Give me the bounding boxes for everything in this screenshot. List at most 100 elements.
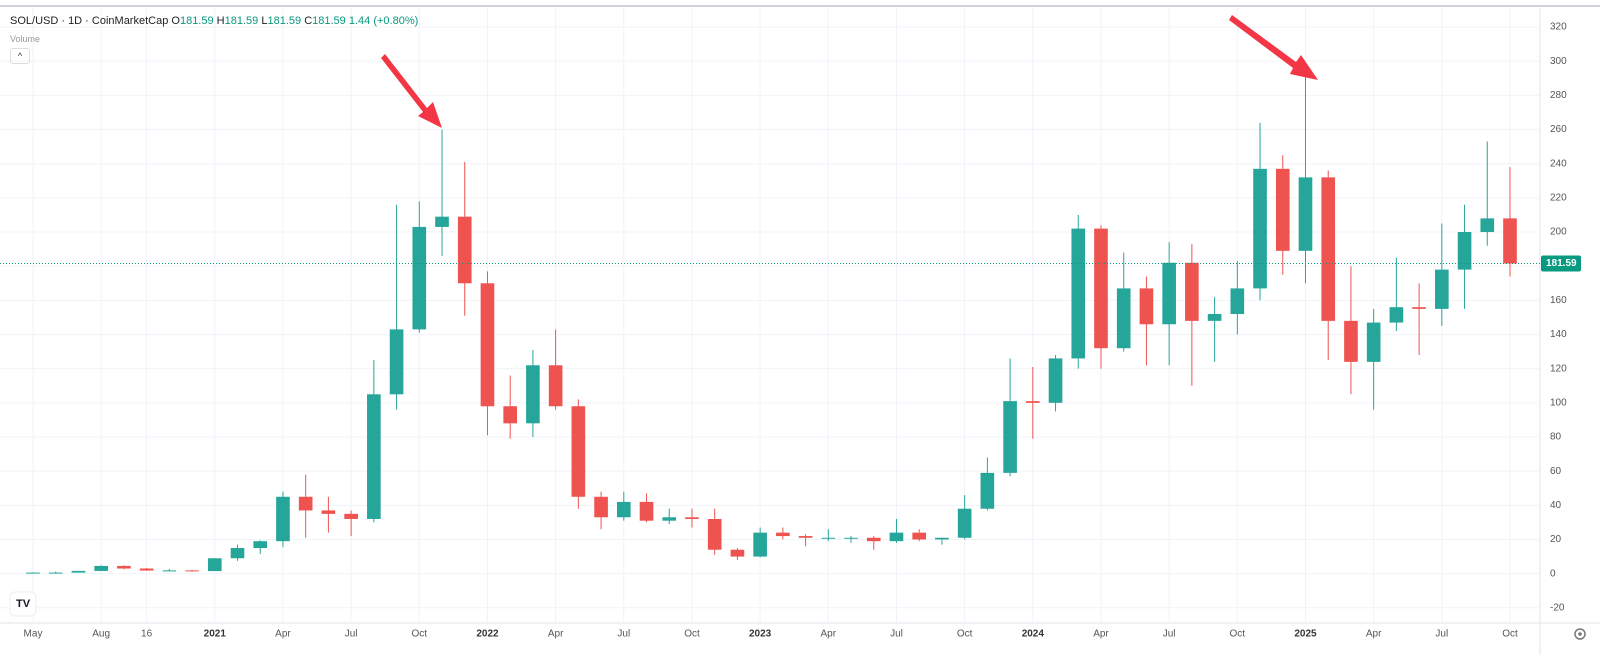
candle-body — [935, 537, 949, 540]
y-tick-label: 80 — [1550, 432, 1562, 443]
x-tick-label: Oct — [1230, 629, 1246, 640]
x-tick-label: 2022 — [476, 629, 499, 640]
svg-text:TV: TV — [16, 598, 31, 610]
candle-body — [276, 496, 290, 542]
candle-body — [48, 572, 63, 574]
candle-body — [298, 496, 313, 511]
candle-body — [389, 329, 404, 395]
candle-body — [1412, 307, 1426, 309]
last-price-box — [1541, 255, 1581, 272]
candle-body — [594, 496, 608, 518]
settings-icon[interactable] — [1574, 628, 1586, 640]
candle-body — [1094, 228, 1108, 349]
x-tick-label: 2023 — [749, 629, 772, 640]
y-tick-label: 280 — [1550, 90, 1567, 101]
x-tick-label: 2024 — [1022, 629, 1045, 640]
ohlc-label: L — [261, 15, 268, 27]
ohlc: O181.59 H181.59 L181.59 C181.59 — [171, 15, 348, 27]
y-tick-label: 220 — [1550, 193, 1567, 204]
arrow — [381, 54, 442, 128]
candle-body — [707, 518, 722, 550]
candle-body — [185, 570, 199, 572]
y-tick-label: 160 — [1550, 295, 1567, 306]
ohlc-label: O — [171, 15, 180, 27]
candle-body — [480, 283, 495, 407]
candle-body — [1116, 288, 1131, 349]
x-tick-label: Jul — [1435, 629, 1448, 640]
candle-body — [26, 572, 40, 574]
candle-body — [367, 394, 381, 519]
x-tick-label: Jul — [890, 629, 903, 640]
candle-body — [253, 541, 268, 549]
symbol: SOL/USD · 1D · CoinMarketCap — [10, 15, 169, 27]
candle-body — [548, 365, 563, 407]
x-tick-label: Aug — [92, 629, 110, 640]
candle-body — [1503, 218, 1517, 264]
candle-body — [821, 537, 836, 539]
x-tick-label: Apr — [548, 629, 564, 640]
x-tick-label: 2021 — [204, 629, 227, 640]
candle-body — [730, 549, 745, 557]
candle-body — [866, 537, 881, 542]
candle-body — [1457, 232, 1472, 270]
ohlc-value: 181.59 — [179, 15, 214, 27]
candle-body — [616, 501, 631, 518]
candle-body — [1139, 288, 1154, 325]
candle-body — [639, 501, 654, 521]
change: 1.44 (+0.80%) — [348, 15, 419, 27]
candle-body — [1162, 262, 1176, 325]
x-tick-label: Oct — [957, 629, 973, 640]
candle-body — [776, 532, 790, 537]
x-tick-label: Jul — [1163, 629, 1176, 640]
candle-body — [685, 517, 699, 519]
x-tick-label: May — [24, 629, 43, 640]
candle-body — [526, 365, 540, 424]
candle-body — [230, 548, 245, 559]
y-tick-label: 60 — [1550, 466, 1562, 477]
last-price-label: 181.59 — [1546, 258, 1577, 269]
candle-body — [1230, 288, 1245, 315]
y-tick-label: 260 — [1550, 124, 1567, 135]
x-tick-label: Oct — [1502, 629, 1518, 640]
x-tick-label: Apr — [275, 629, 291, 640]
y-tick-label: 240 — [1550, 158, 1567, 169]
candle-body — [503, 406, 518, 424]
candle-body — [798, 536, 813, 538]
candle-body — [1207, 314, 1222, 321]
y-tick-label: -20 — [1550, 602, 1565, 613]
x-tick-label: Jul — [617, 629, 630, 640]
annotations — [381, 15, 1318, 128]
candle-body — [1321, 177, 1336, 321]
x-tick-label: Apr — [1093, 629, 1109, 640]
candle-body — [207, 558, 222, 572]
x-tick-label: Jul — [345, 629, 358, 640]
candle-body — [139, 568, 154, 571]
y-tick-label: 200 — [1550, 227, 1567, 238]
candle-body — [117, 565, 131, 569]
volume-label: Volume — [10, 34, 41, 44]
candle-body — [889, 532, 904, 542]
collapse-button[interactable]: ^ — [10, 48, 30, 64]
candle-body — [1435, 269, 1449, 309]
candle-body — [1025, 401, 1040, 403]
candle-body — [1003, 401, 1017, 473]
candle-body — [1344, 320, 1358, 362]
candle-body — [1480, 218, 1495, 233]
candle-body — [1366, 322, 1381, 362]
candle-body — [571, 406, 586, 497]
ohlc-label: H — [216, 15, 225, 27]
legend-header: SOL/USD · 1D · CoinMarketCap O181.59 H18… — [10, 15, 418, 27]
x-tick-label: Oct — [684, 629, 700, 640]
candle-body — [1298, 177, 1313, 251]
y-tick-label: 140 — [1550, 329, 1567, 340]
candle-body — [71, 570, 86, 573]
candle-body — [435, 216, 449, 227]
ohlc-value: 181.59 — [312, 15, 346, 27]
arrow — [1229, 15, 1318, 80]
candle-body — [1389, 307, 1404, 323]
y-tick-label: 320 — [1550, 22, 1567, 33]
x-tick-label: Apr — [821, 629, 837, 640]
candle-body — [662, 517, 677, 521]
y-tick-label: 0 — [1550, 568, 1556, 579]
